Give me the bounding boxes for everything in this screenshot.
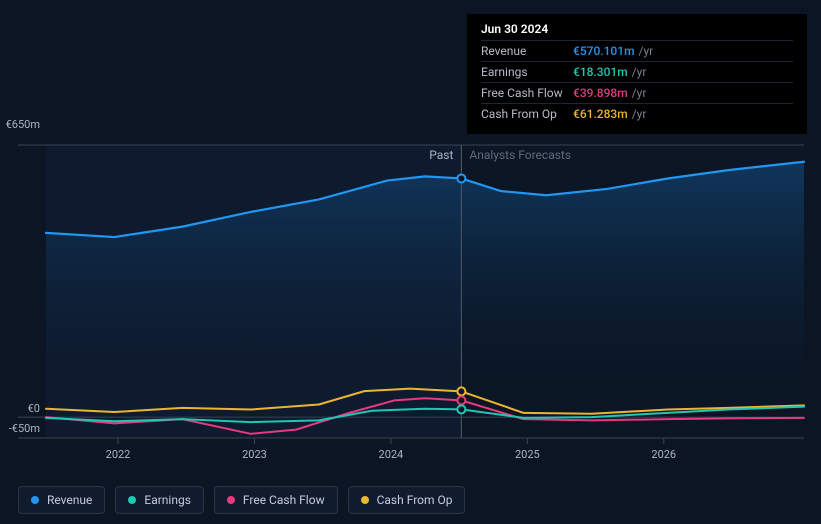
legend-item-revenue[interactable]: Revenue <box>18 486 105 514</box>
legend-label: Earnings <box>144 493 191 507</box>
tooltip-value: €18.301m <box>573 65 628 79</box>
tooltip-unit: /yr <box>632 65 647 79</box>
legend-item-cash-from-op[interactable]: Cash From Op <box>348 486 466 514</box>
tooltip-label: Free Cash Flow <box>481 86 573 100</box>
tooltip-label: Cash From Op <box>481 107 573 121</box>
legend-dot-icon <box>361 496 369 504</box>
legend-label: Free Cash Flow <box>243 493 325 507</box>
legend-dot-icon <box>128 496 136 504</box>
legend-dot-icon <box>227 496 235 504</box>
tooltip-value: €570.101m <box>573 44 635 58</box>
svg-text:2026: 2026 <box>651 448 676 461</box>
tooltip-row: Free Cash Flow€39.898m/yr <box>481 82 793 103</box>
svg-text:2025: 2025 <box>515 448 540 461</box>
legend-label: Cash From Op <box>377 493 453 507</box>
svg-text:Past: Past <box>429 148 453 162</box>
tooltip-unit: /yr <box>632 86 647 100</box>
tooltip-row: Earnings€18.301m/yr <box>481 61 793 82</box>
tooltip-row: Revenue€570.101m/yr <box>481 40 793 61</box>
svg-text:Analysts Forecasts: Analysts Forecasts <box>469 148 571 162</box>
tooltip-label: Earnings <box>481 65 573 79</box>
legend-label: Revenue <box>47 493 92 507</box>
svg-text:2024: 2024 <box>379 448 404 461</box>
legend-item-earnings[interactable]: Earnings <box>115 486 204 514</box>
tooltip-value: €39.898m <box>573 86 628 100</box>
tooltip-unit: /yr <box>632 107 647 121</box>
legend-item-free-cash-flow[interactable]: Free Cash Flow <box>214 486 338 514</box>
tooltip-row: Cash From Op€61.283m/yr <box>481 103 793 124</box>
legend-dot-icon <box>31 496 39 504</box>
svg-text:€0: €0 <box>28 402 40 415</box>
chart-legend: Revenue Earnings Free Cash Flow Cash From O… <box>18 486 465 514</box>
chart-tooltip: Jun 30 2024 Revenue€570.101m/yrEarnings€… <box>467 14 807 134</box>
tooltip-label: Revenue <box>481 44 573 58</box>
svg-text:2022: 2022 <box>106 448 131 461</box>
svg-text:-€50m: -€50m <box>9 422 40 435</box>
tooltip-date: Jun 30 2024 <box>481 22 793 40</box>
tooltip-value: €61.283m <box>573 107 628 121</box>
earnings-revenue-chart: €650m €0 -€50m Past Analysts Forecasts 2022 20… <box>0 0 821 524</box>
tooltip-unit: /yr <box>639 44 654 58</box>
svg-text:2023: 2023 <box>242 448 267 461</box>
svg-text:€650m: €650m <box>6 118 40 131</box>
